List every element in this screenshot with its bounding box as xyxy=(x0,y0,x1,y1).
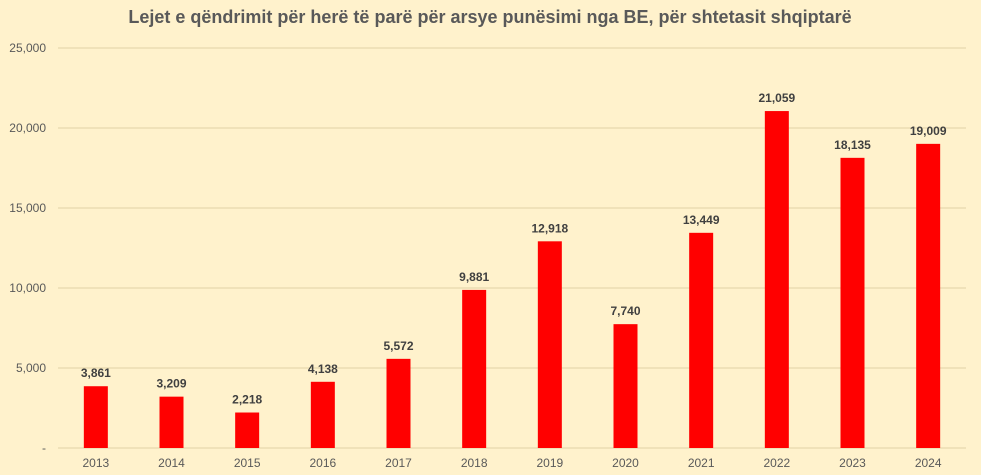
data-label: 5,572 xyxy=(383,339,413,353)
y-tick-label: 10,000 xyxy=(9,281,46,295)
bar-2014 xyxy=(159,396,184,448)
bar-2019 xyxy=(537,241,562,448)
grid-lines xyxy=(58,47,966,449)
data-label: 2,218 xyxy=(232,393,262,407)
x-tick-label: 2014 xyxy=(158,456,185,470)
y-axis-tick-labels: - 5,000 10,000 15,000 20,000 25,000 xyxy=(9,41,46,455)
bar-2018 xyxy=(462,289,487,448)
data-label: 18,135 xyxy=(834,138,871,152)
x-tick-label: 2022 xyxy=(763,456,790,470)
x-axis-tick-labels: 2013 2014 2015 2016 2017 2018 2019 2020 2021 2022… xyxy=(82,456,941,470)
x-tick-label: 2017 xyxy=(385,456,412,470)
data-labels: 3,861 3,209 2,218 4,138 5,572 9,881 12,918 7,74… xyxy=(81,91,947,406)
bars xyxy=(83,111,941,448)
bar-2022 xyxy=(764,111,789,448)
x-tick-label: 2018 xyxy=(461,456,488,470)
data-label: 4,138 xyxy=(308,362,338,376)
data-label: 19,009 xyxy=(910,124,947,138)
bar-2015 xyxy=(235,412,260,448)
data-label: 9,881 xyxy=(459,270,489,284)
x-tick-label: 2023 xyxy=(839,456,866,470)
bar-2016 xyxy=(310,381,335,448)
data-label: 21,059 xyxy=(758,91,795,105)
y-tick-label: 25,000 xyxy=(9,41,46,55)
bar-2020 xyxy=(613,324,638,448)
y-tick-label: 15,000 xyxy=(9,201,46,215)
bar-2023 xyxy=(840,157,865,448)
x-tick-label: 2021 xyxy=(688,456,715,470)
data-label: 12,918 xyxy=(531,221,568,235)
y-tick-label: - xyxy=(42,441,46,455)
x-tick-label: 2024 xyxy=(915,456,942,470)
bar-2017 xyxy=(386,358,411,448)
x-tick-label: 2019 xyxy=(536,456,563,470)
chart-title: Lejet e qëndrimit për herë të parë për a… xyxy=(128,7,851,27)
y-tick-label: 5,000 xyxy=(16,361,46,375)
bar-2024 xyxy=(916,143,941,448)
x-tick-label: 2013 xyxy=(82,456,109,470)
data-label: 13,449 xyxy=(683,213,720,227)
data-label: 3,861 xyxy=(81,366,111,380)
bar-2013 xyxy=(83,386,108,448)
data-label: 3,209 xyxy=(156,377,186,391)
y-tick-label: 20,000 xyxy=(9,121,46,135)
x-tick-label: 2020 xyxy=(612,456,639,470)
data-label: 7,740 xyxy=(610,304,640,318)
x-tick-label: 2015 xyxy=(234,456,261,470)
x-tick-label: 2016 xyxy=(309,456,336,470)
bar-2021 xyxy=(689,232,714,448)
